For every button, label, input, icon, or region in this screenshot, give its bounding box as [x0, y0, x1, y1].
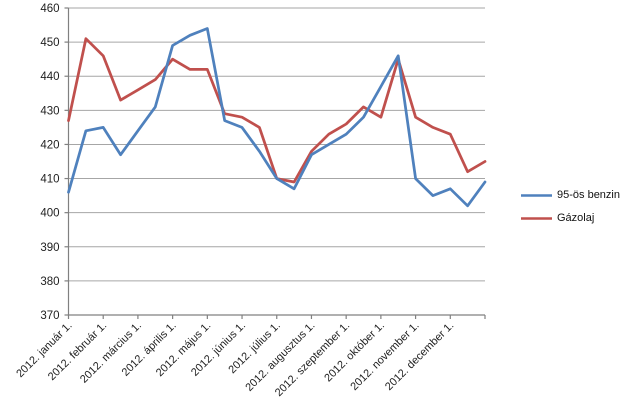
- y-tick-label: 460: [40, 3, 59, 15]
- x-tick-label: 2012. december 1.: [383, 320, 456, 393]
- y-tick-label: 430: [40, 105, 59, 117]
- y-tick-label: 440: [40, 71, 59, 83]
- legend-line-swatch-benzin: [521, 193, 552, 197]
- series-line-95-s-benzin: [67, 27, 487, 208]
- y-tick-label: 400: [40, 208, 59, 220]
- x-tick-label: 2012. október 1.: [322, 320, 387, 385]
- legend-item-gazolaj: Gázolaj: [521, 211, 620, 225]
- y-tick-label: 370: [40, 310, 59, 322]
- x-axis-tick-labels: 2012. január 1.2012. február 1.2012. már…: [14, 320, 456, 399]
- axes: [64, 7, 486, 319]
- legend-line-swatch-gazolaj: [521, 216, 552, 220]
- x-tick-label: 2012. március 1.: [78, 320, 144, 386]
- legend-label-gazolaj: Gázolaj: [557, 212, 595, 224]
- gridlines: [68, 7, 485, 316]
- y-tick-label: 390: [40, 242, 59, 254]
- series-lines: [67, 27, 487, 208]
- legend-item-benzin: 95-ös benzin: [521, 188, 620, 202]
- y-tick-label: 380: [40, 276, 59, 288]
- y-tick-label: 410: [40, 174, 59, 186]
- y-axis-tick-labels: 370 380 390 400 410 420 430 440 450 460: [40, 3, 59, 322]
- y-tick-label: 450: [40, 37, 59, 49]
- y-tick-label: 420: [40, 139, 59, 151]
- legend-label-benzin: 95-ös benzin: [557, 189, 620, 201]
- legend: 95-ös benzin Gázolaj: [521, 188, 620, 225]
